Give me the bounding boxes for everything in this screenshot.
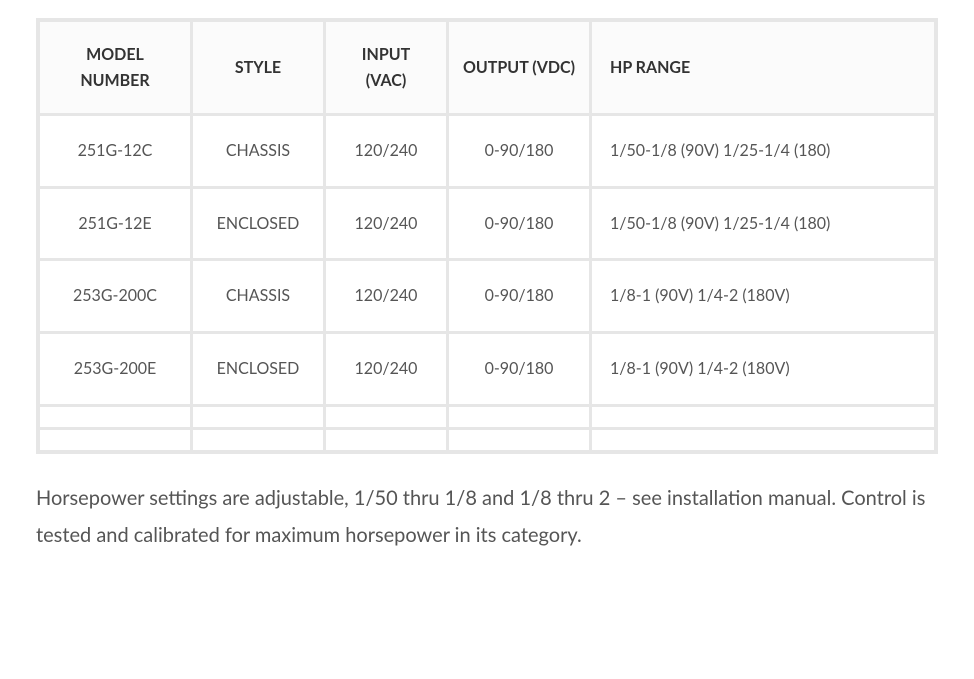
cell-style: ENCLOSED [193,189,323,259]
cell-empty [326,430,446,450]
cell-input: 120/240 [326,189,446,259]
cell-empty [40,430,190,450]
cell-empty [326,407,446,427]
cell-output: 0-90/180 [449,116,589,186]
table-row: 251G-12E ENCLOSED 120/240 0-90/180 1/50-… [40,189,934,259]
cell-model: 251G-12C [40,116,190,186]
cell-empty [592,407,934,427]
spec-table: MODEL NUMBER STYLE INPUT (VAC) OUTPUT (V… [36,18,938,454]
cell-output: 0-90/180 [449,261,589,331]
cell-model: 253G-200E [40,334,190,404]
cell-hp: 1/50-1/8 (90V) 1/25-1/4 (180) [592,116,934,186]
page-root: MODEL NUMBER STYLE INPUT (VAC) OUTPUT (V… [0,0,974,604]
table-row-empty [40,430,934,450]
col-header-output: OUTPUT (VDC) [449,22,589,113]
cell-style: CHASSIS [193,261,323,331]
cell-hp: 1/8-1 (90V) 1/4-2 (180V) [592,261,934,331]
cell-empty [592,430,934,450]
cell-input: 120/240 [326,261,446,331]
table-header-row: MODEL NUMBER STYLE INPUT (VAC) OUTPUT (V… [40,22,934,113]
cell-hp: 1/50-1/8 (90V) 1/25-1/4 (180) [592,189,934,259]
cell-output: 0-90/180 [449,189,589,259]
table-row: 253G-200E ENCLOSED 120/240 0-90/180 1/8-… [40,334,934,404]
cell-empty [193,407,323,427]
col-header-style: STYLE [193,22,323,113]
cell-style: CHASSIS [193,116,323,186]
cell-input: 120/240 [326,334,446,404]
cell-model: 253G-200C [40,261,190,331]
cell-model: 251G-12E [40,189,190,259]
col-header-hp: HP RANGE [592,22,934,113]
cell-style: ENCLOSED [193,334,323,404]
cell-empty [449,407,589,427]
cell-empty [193,430,323,450]
cell-output: 0-90/180 [449,334,589,404]
col-header-model: MODEL NUMBER [40,22,190,113]
table-row: 251G-12C CHASSIS 120/240 0-90/180 1/50-1… [40,116,934,186]
cell-input: 120/240 [326,116,446,186]
cell-empty [449,430,589,450]
table-row: 253G-200C CHASSIS 120/240 0-90/180 1/8-1… [40,261,934,331]
table-row-empty [40,407,934,427]
col-header-input: INPUT (VAC) [326,22,446,113]
cell-empty [40,407,190,427]
footnote: Horsepower settings are adjustable, 1/50… [36,480,926,554]
cell-hp: 1/8-1 (90V) 1/4-2 (180V) [592,334,934,404]
